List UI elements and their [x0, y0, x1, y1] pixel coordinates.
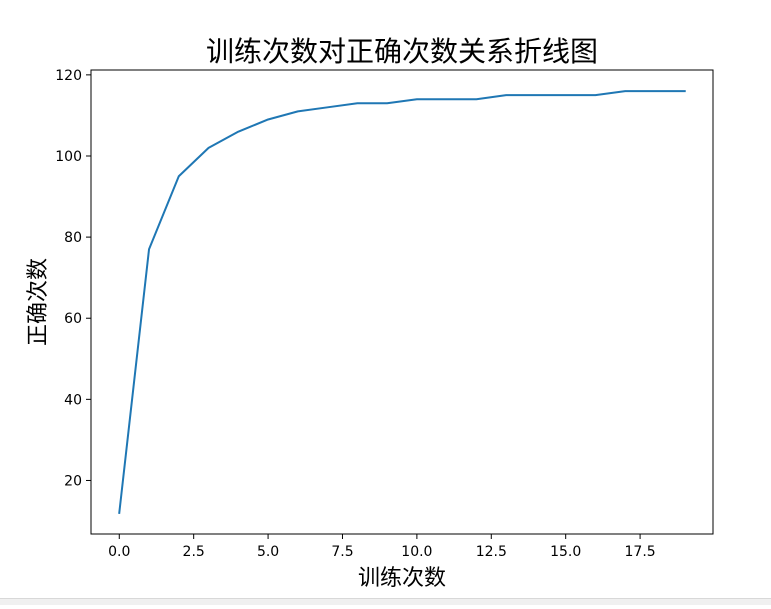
y-tick-label: 60 — [64, 311, 82, 327]
y-axis-label: 正确次数 — [26, 258, 51, 346]
x-tick-label: 0.0 — [108, 544, 130, 560]
y-tick-label: 20 — [64, 473, 82, 489]
x-tick-label: 15.0 — [550, 544, 581, 560]
series-line — [118, 90, 686, 515]
y-tick-label: 40 — [64, 392, 82, 408]
x-tick-label: 7.5 — [331, 544, 353, 560]
plot-frame — [90, 69, 714, 535]
x-tick-label: 10.0 — [401, 544, 432, 560]
y-axis: 20 40 60 80 100 120 — [55, 68, 91, 489]
y-tick-label: 120 — [55, 68, 82, 84]
chart-title: 训练次数对正确次数关系折线图 — [206, 35, 598, 68]
x-tick-label: 2.5 — [183, 544, 205, 560]
x-axis-label: 训练次数 — [358, 566, 446, 591]
x-axis: 0.0 2.5 5.0 7.5 10.0 12.5 15.0 17.5 — [108, 534, 656, 560]
series-layer — [118, 90, 686, 515]
x-tick-label: 5.0 — [257, 544, 279, 560]
window-bottom-strip — [0, 598, 771, 605]
y-tick-label: 100 — [55, 149, 82, 165]
x-tick-label: 12.5 — [476, 544, 507, 560]
x-tick-label: 17.5 — [625, 544, 656, 560]
y-tick-label: 80 — [64, 230, 82, 246]
